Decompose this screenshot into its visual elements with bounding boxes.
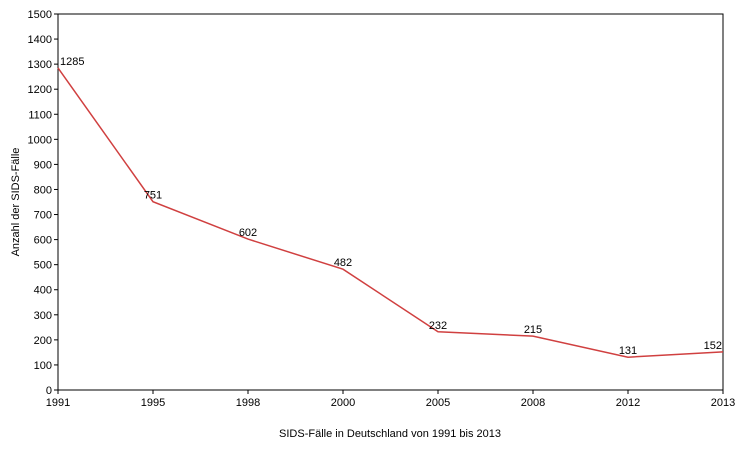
y-tick-label: 1400	[28, 34, 52, 46]
x-tick-label: 2012	[616, 397, 640, 409]
y-tick-label: 100	[34, 360, 52, 372]
x-tick-label: 2008	[521, 397, 545, 409]
x-tick-label: 1998	[236, 397, 260, 409]
x-tick-label: 1995	[141, 397, 165, 409]
y-tick-label: 0	[46, 385, 52, 397]
data-label: 751	[144, 190, 162, 202]
x-tick-label: 2013	[711, 397, 735, 409]
y-tick-label: 900	[34, 159, 52, 171]
data-labels: 1285 751 602 482 232 215 131 152	[60, 56, 722, 357]
x-axis-title: SIDS-Fälle in Deutschland von 1991 bis 2…	[279, 428, 501, 440]
y-tick-label: 400	[34, 285, 52, 297]
x-tick-label: 2005	[426, 397, 450, 409]
y-tick-label: 500	[34, 260, 52, 272]
data-label: 232	[429, 320, 447, 332]
y-tick-label: 800	[34, 184, 52, 196]
y-tick-label: 1300	[28, 59, 52, 71]
y-tick-label: 300	[34, 310, 52, 322]
y-tick-label: 200	[34, 335, 52, 347]
x-tick-label: 2000	[331, 397, 355, 409]
y-axis-title: Anzahl der SIDS-Fälle	[10, 148, 22, 257]
y-tick-label: 700	[34, 210, 52, 222]
y-tick-label: 600	[34, 235, 52, 247]
y-tick-label: 1200	[28, 84, 52, 96]
x-tick-label: 1991	[46, 397, 70, 409]
data-label: 1285	[60, 56, 84, 68]
data-label: 131	[619, 345, 637, 357]
y-axis-ticks: 0 100 200 300 400 500 600 700 800 900 1000 1100 1200…	[28, 9, 58, 397]
x-axis-ticks: 1991 1995 1998 2000 2005 2008 2012 2013	[46, 390, 735, 409]
data-label: 215	[524, 324, 542, 336]
data-label: 602	[239, 227, 257, 239]
plot-area	[57, 13, 724, 391]
y-tick-label: 1500	[28, 9, 52, 21]
data-label: 482	[334, 257, 352, 269]
series-line	[57, 67, 724, 358]
y-tick-label: 1100	[28, 109, 52, 121]
data-label: 152	[704, 340, 722, 352]
y-tick-label: 1000	[28, 134, 52, 146]
